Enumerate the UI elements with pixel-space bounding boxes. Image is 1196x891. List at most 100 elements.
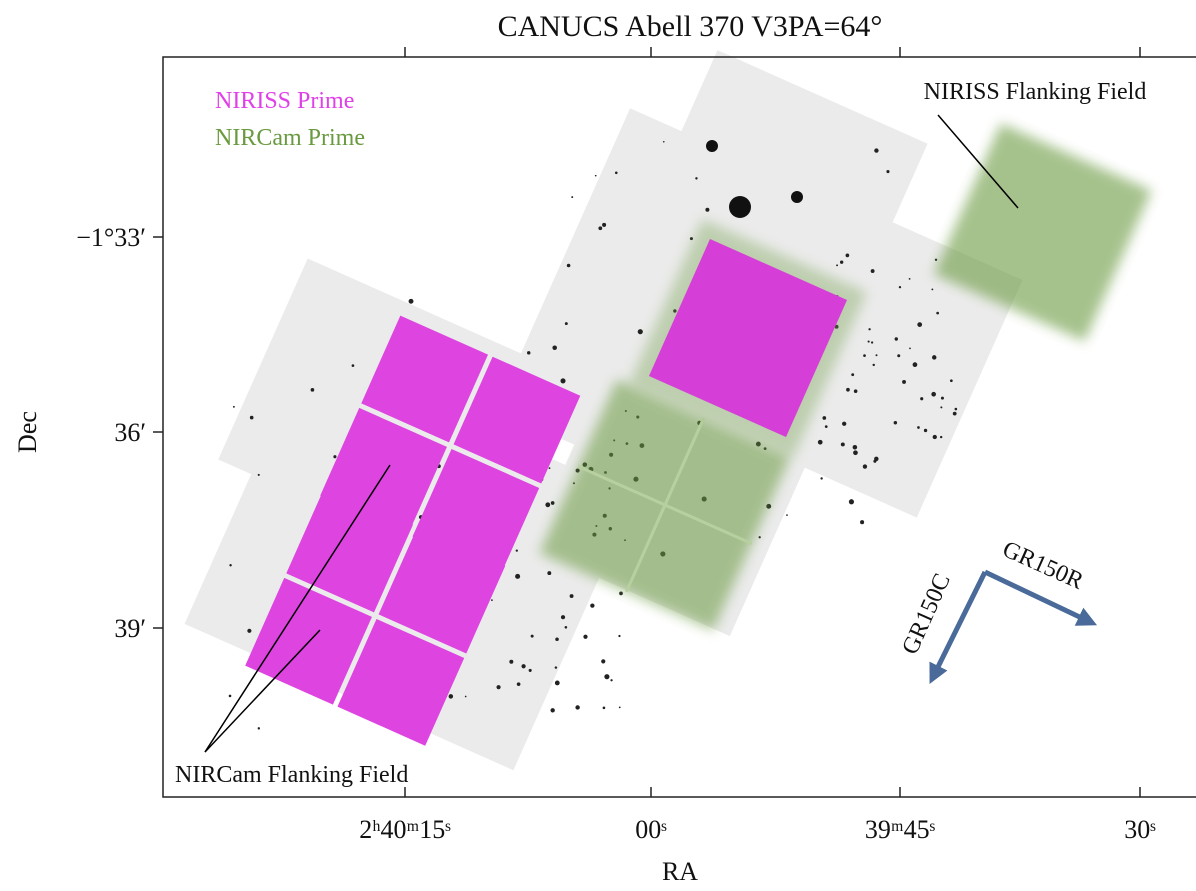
star bbox=[917, 426, 920, 429]
star bbox=[940, 406, 942, 408]
star bbox=[509, 660, 513, 664]
star bbox=[491, 599, 493, 601]
star bbox=[229, 695, 232, 698]
star bbox=[894, 421, 897, 424]
star bbox=[515, 574, 520, 579]
annotation: NIRCam Flanking Field bbox=[175, 762, 408, 788]
star bbox=[854, 389, 858, 393]
star bbox=[955, 408, 958, 411]
star bbox=[561, 615, 565, 619]
star bbox=[465, 696, 467, 698]
star bbox=[547, 571, 551, 575]
star bbox=[851, 373, 854, 376]
star bbox=[619, 592, 623, 596]
star bbox=[604, 674, 609, 679]
star bbox=[820, 477, 822, 479]
star bbox=[895, 337, 898, 340]
figure: CANUCS Abell 370 V3PA=64° NIRISS Flankin… bbox=[0, 0, 1196, 886]
star bbox=[565, 626, 568, 629]
star bbox=[595, 175, 597, 177]
star bbox=[527, 351, 530, 354]
star bbox=[575, 705, 579, 709]
star bbox=[846, 388, 850, 392]
star bbox=[602, 223, 606, 227]
x-tick-label: 00ˢ bbox=[635, 815, 667, 844]
star bbox=[868, 328, 870, 330]
star bbox=[897, 354, 900, 357]
star bbox=[549, 467, 551, 469]
x-axis-label: RA bbox=[662, 857, 698, 886]
star bbox=[449, 694, 453, 698]
star bbox=[935, 259, 937, 261]
page: CANUCS Abell 370 html, body { margin: 0;… bbox=[0, 0, 1196, 886]
y-tick-label: −1°33′ bbox=[76, 223, 146, 252]
star bbox=[899, 286, 901, 288]
star bbox=[953, 412, 957, 416]
star bbox=[352, 364, 355, 367]
star bbox=[940, 436, 942, 438]
star bbox=[496, 685, 500, 689]
star bbox=[871, 269, 875, 273]
title: CANUCS Abell 370 V3PA=64° bbox=[498, 10, 883, 43]
star bbox=[932, 355, 936, 359]
star bbox=[567, 264, 571, 268]
star bbox=[849, 499, 854, 504]
y-tick-label: 36′ bbox=[114, 418, 146, 447]
star bbox=[333, 455, 336, 458]
star bbox=[825, 425, 828, 428]
star bbox=[836, 264, 838, 266]
star bbox=[615, 172, 618, 175]
star bbox=[868, 341, 870, 343]
star bbox=[950, 379, 953, 382]
star bbox=[570, 594, 574, 598]
star bbox=[874, 457, 878, 461]
star bbox=[555, 666, 557, 668]
star bbox=[822, 416, 826, 420]
star bbox=[842, 422, 846, 426]
star bbox=[931, 288, 933, 290]
star bbox=[933, 435, 937, 439]
star bbox=[229, 564, 231, 566]
star bbox=[931, 392, 936, 397]
legend-niriss: NIRISS Prime bbox=[215, 88, 354, 114]
y-tick-label: 39′ bbox=[114, 614, 146, 643]
star bbox=[618, 635, 620, 637]
star bbox=[863, 354, 866, 357]
body: {"title": "CANUCS Abell 370 V3PA=64°", "… bbox=[0, 0, 1196, 886]
x-tick-label: 2ʰ40ᵐ15ˢ bbox=[359, 815, 451, 844]
star bbox=[853, 445, 858, 450]
star bbox=[560, 378, 565, 383]
star bbox=[551, 501, 555, 505]
star bbox=[598, 226, 602, 230]
star bbox=[860, 520, 864, 524]
star bbox=[853, 450, 858, 455]
star bbox=[876, 354, 878, 356]
star bbox=[871, 341, 873, 343]
star bbox=[863, 464, 867, 468]
star bbox=[705, 208, 709, 212]
star bbox=[840, 261, 843, 264]
star bbox=[690, 237, 693, 240]
x-tick-label: 30ˢ bbox=[1124, 815, 1156, 844]
star bbox=[695, 177, 697, 179]
star bbox=[941, 397, 944, 400]
star bbox=[529, 669, 532, 672]
star bbox=[603, 707, 606, 710]
star bbox=[550, 708, 554, 712]
star bbox=[841, 442, 845, 446]
star bbox=[250, 416, 254, 420]
y-axis-label: Dec bbox=[13, 411, 42, 453]
star bbox=[902, 380, 906, 384]
star bbox=[663, 141, 665, 143]
star bbox=[818, 440, 823, 445]
star bbox=[552, 345, 557, 350]
star bbox=[846, 254, 850, 258]
star bbox=[601, 659, 605, 663]
star bbox=[924, 429, 927, 432]
star bbox=[920, 397, 923, 400]
star bbox=[583, 635, 587, 639]
star bbox=[610, 679, 612, 681]
star bbox=[936, 312, 939, 315]
star bbox=[786, 514, 788, 516]
star bbox=[545, 502, 550, 507]
